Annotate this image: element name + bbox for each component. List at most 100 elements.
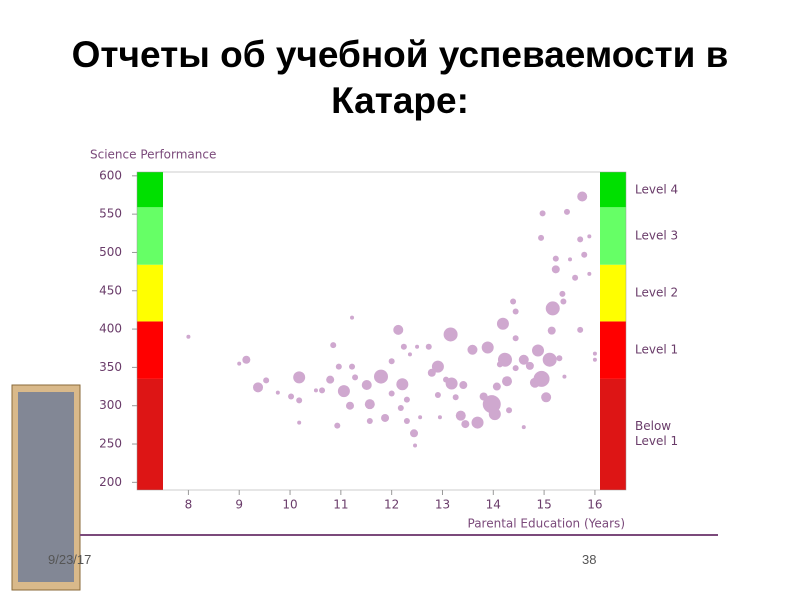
point [538, 234, 545, 241]
point [349, 363, 356, 370]
point [393, 324, 404, 335]
point [539, 210, 546, 217]
point [560, 298, 567, 305]
point [319, 387, 326, 394]
point [581, 251, 588, 258]
level-band [600, 264, 626, 322]
point [559, 290, 566, 297]
point [413, 443, 418, 448]
y-tick-label: 300 [99, 398, 122, 412]
point [481, 341, 494, 354]
point [587, 234, 592, 239]
y-tick-label: 400 [99, 322, 122, 336]
point [562, 374, 567, 379]
point [425, 343, 432, 350]
point [452, 394, 459, 401]
point [334, 422, 341, 429]
point [293, 371, 306, 384]
point [350, 315, 355, 320]
x-tick-label: 10 [282, 498, 297, 512]
point [403, 418, 410, 425]
point [533, 370, 550, 387]
point [467, 344, 478, 355]
point [488, 408, 501, 421]
level-band [600, 378, 626, 490]
point [497, 352, 512, 367]
point [373, 369, 388, 384]
level-band [137, 207, 163, 265]
point [403, 396, 410, 403]
point [326, 375, 335, 384]
point [542, 352, 557, 367]
point [512, 308, 519, 315]
point [400, 343, 407, 350]
y-tick-label: 550 [99, 207, 122, 221]
level-band [137, 378, 163, 490]
band-label: Level 2 [635, 285, 679, 300]
point [345, 401, 354, 410]
point [471, 416, 484, 429]
point [547, 326, 556, 335]
x-axis-label: Parental Education (Years) [468, 517, 626, 531]
point [587, 271, 592, 276]
point [563, 208, 570, 215]
point [335, 363, 342, 370]
point [572, 274, 579, 281]
point [242, 355, 251, 364]
point [388, 390, 395, 397]
point [364, 399, 375, 410]
point [577, 236, 584, 243]
point [418, 415, 423, 420]
page-number: 38 [582, 552, 597, 567]
point [237, 361, 242, 366]
point [577, 191, 588, 202]
y-tick-label: 500 [99, 245, 122, 259]
point [388, 358, 395, 365]
point [313, 388, 318, 393]
point [512, 365, 519, 372]
point [381, 413, 390, 422]
point [512, 335, 519, 342]
point [410, 429, 419, 438]
point [551, 265, 560, 274]
point [263, 377, 270, 384]
point [407, 352, 412, 357]
band-label: Level 1 [635, 342, 679, 357]
x-tick-label: 9 [235, 498, 243, 512]
point [592, 357, 597, 362]
point [437, 415, 442, 420]
logo-globe [18, 392, 74, 582]
y-tick-label: 350 [99, 360, 122, 374]
x-tick-label: 11 [333, 498, 348, 512]
point [337, 385, 350, 398]
x-tick-label: 8 [185, 498, 193, 512]
level-band [137, 264, 163, 322]
point [186, 334, 191, 339]
point [525, 361, 534, 370]
point [545, 301, 560, 316]
x-tick-label: 16 [587, 498, 602, 512]
y-axis-label: Science Performance [90, 148, 216, 162]
level-band [600, 207, 626, 265]
point [396, 378, 409, 391]
point [297, 420, 302, 425]
point [397, 405, 404, 412]
point [461, 420, 470, 429]
point [592, 351, 597, 356]
point [296, 397, 303, 404]
slide-title: Отчеты об учебной успеваемости в Катаре: [71, 34, 729, 121]
point [455, 410, 466, 421]
band-label: Below Level 1 [635, 419, 679, 449]
x-tick-label: 14 [486, 498, 501, 512]
level-band [600, 321, 626, 379]
band-label: Level 4 [635, 182, 679, 197]
point [434, 391, 441, 398]
level-band [600, 172, 626, 208]
point [275, 390, 280, 395]
point [459, 381, 468, 390]
point [443, 327, 458, 342]
y-tick-label: 200 [99, 475, 122, 489]
y-tick-label: 600 [99, 168, 122, 182]
point [518, 354, 529, 365]
